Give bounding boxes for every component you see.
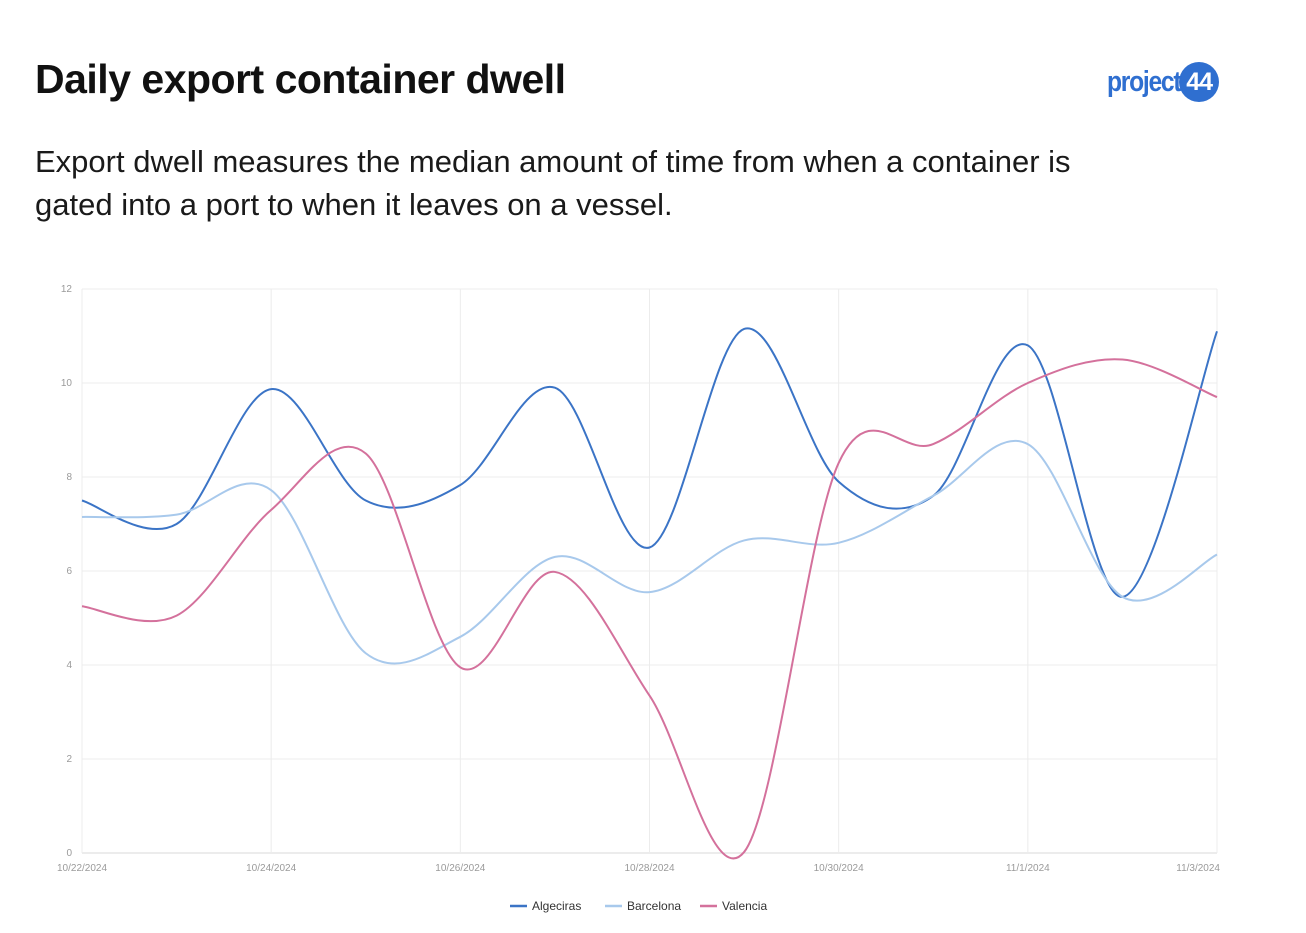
series-line-valencia (81, 358, 1218, 860)
project44-logo: project 44 (1107, 62, 1220, 102)
x-tick-label: 11/1/2024 (1006, 863, 1050, 874)
y-tick-label: 2 (66, 754, 72, 765)
y-tick-label: 12 (61, 284, 73, 295)
x-tick-label: 10/30/2024 (814, 863, 864, 874)
series-line-barcelona (81, 439, 1218, 665)
y-tick-label: 4 (66, 660, 72, 671)
y-tick-label: 0 (66, 848, 72, 859)
chart-subtitle: Export dwell measures the median amount … (35, 144, 1071, 222)
x-tick-label: 10/28/2024 (624, 863, 674, 874)
x-tick-label: 10/24/2024 (246, 863, 296, 874)
x-tick-label: 11/3/2024 (1176, 863, 1220, 874)
x-tick-label: 10/22/2024 (57, 863, 107, 874)
legend-label-barcelona: Barcelona (627, 899, 681, 913)
y-tick-label: 10 (61, 378, 73, 389)
y-tick-label: 8 (66, 472, 72, 483)
x-tick-label: 10/26/2024 (435, 863, 485, 874)
series-line-algeciras (81, 327, 1218, 598)
chart-title: Daily export container dwell (35, 56, 566, 102)
legend-label-algeciras: Algeciras (532, 899, 581, 913)
legend-label-valencia: Valencia (722, 899, 767, 913)
y-tick-label: 6 (66, 566, 72, 577)
